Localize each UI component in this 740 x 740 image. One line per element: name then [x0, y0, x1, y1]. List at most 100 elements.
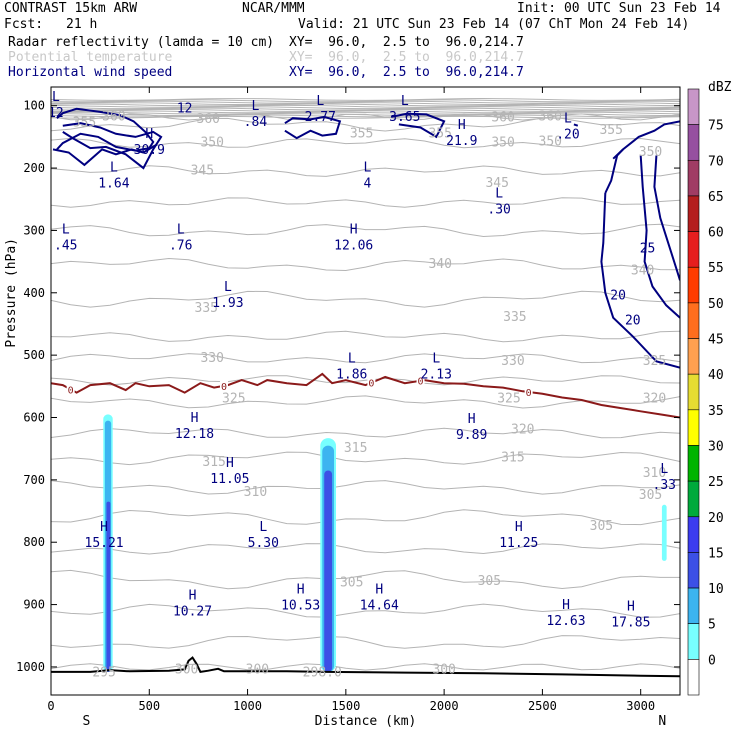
terrain-line: [51, 656, 680, 678]
theta-label: 305: [340, 575, 363, 590]
freezing-label-bg: [367, 377, 376, 388]
extremum-type: H: [562, 598, 570, 613]
extremum-type: H: [226, 456, 234, 471]
extremum-type: L: [177, 223, 185, 238]
wind-contour-label: 20: [625, 313, 641, 328]
wind-contour: [653, 155, 680, 281]
x-tick-label: 1500: [331, 699, 360, 713]
theta-contour: [51, 257, 680, 272]
theta-contour-upper: [51, 111, 680, 115]
reflectivity-cell-0dbz: [661, 504, 667, 561]
plot-frame: [50, 86, 681, 696]
freezing-level-label: 0: [368, 379, 374, 390]
extremum-value: 9.89: [456, 428, 487, 443]
x-tick-label: 500: [138, 699, 160, 713]
extremum-type: L: [564, 112, 572, 127]
theta-contour: [51, 451, 680, 466]
colorbar-label: 50: [708, 297, 724, 312]
terrain-surface: [51, 656, 680, 678]
theta-contour-upper: [51, 108, 680, 112]
theta-label: 320: [643, 391, 666, 406]
freezing-level: 0 0 0 0 0: [51, 372, 680, 419]
theta-contours: [51, 97, 680, 671]
colorbar-swatch: [687, 231, 700, 268]
colorbar-swatch: [687, 266, 700, 304]
extremum-value: .84: [244, 115, 268, 130]
extremum-value: .20: [556, 128, 579, 143]
x-axis-label: Distance (km): [315, 714, 417, 729]
theta-contour: [51, 117, 680, 132]
y-tick-label: 700: [23, 473, 45, 487]
extremum-type: L: [110, 160, 118, 175]
colorbar-swatch: [687, 516, 700, 553]
extremum-value: .76: [169, 239, 192, 254]
colorbar-swatch: [687, 124, 700, 161]
extremum-type: H: [515, 520, 523, 535]
theta-label: 320: [511, 422, 534, 437]
reflectivity-cell-10dbz: [106, 501, 111, 672]
theta-label: 325: [643, 354, 666, 369]
extremum-type: H: [145, 127, 153, 142]
extremum-value: 17.85: [611, 615, 650, 630]
theta-label: 330: [200, 351, 223, 366]
extremum-type: H: [627, 599, 635, 614]
extremum-type: L: [52, 90, 60, 105]
colorbar-label: 30: [708, 439, 724, 454]
reflectivity-cells: [103, 414, 667, 672]
theta-labels: 355 360 360 355 355 360 360 355 350 350 350 350 345 3…: [73, 109, 667, 680]
field-xy-reflectivity: XY= 96.0, 2.5 to 96.0,214.7: [289, 35, 524, 50]
theta-label: 340: [631, 263, 654, 278]
field-name-theta: Potential temperature: [8, 50, 173, 65]
theta-label: 345: [485, 176, 508, 191]
extremum-value: .45: [54, 239, 77, 254]
wind-contour: [56, 107, 155, 152]
extremum-type: H: [375, 582, 383, 597]
theta-label: 300: [175, 663, 198, 678]
theta-contour-upper: [51, 103, 680, 107]
extremum-value: 12.63: [546, 614, 585, 629]
colorbar-swatch: [687, 587, 700, 625]
theta-label: 360: [539, 109, 562, 124]
theta-label: 298.0: [303, 666, 342, 681]
theta-label: 315: [501, 451, 524, 466]
y-axis-label: Pressure (hPa): [4, 238, 19, 348]
init-time: Init: 00 UTC Sun 23 Feb 14: [517, 1, 721, 16]
theta-contour: [51, 353, 680, 364]
theta-label: 310: [643, 466, 666, 481]
colorbar-unit: dBZ: [708, 80, 732, 95]
extremum-value: .30: [487, 202, 510, 217]
extremum-type: L: [252, 99, 260, 114]
extremum-type: L: [401, 94, 409, 109]
extremum-type: L: [364, 160, 372, 175]
theta-contour: [51, 663, 680, 671]
theta-label: 360: [197, 112, 220, 127]
theta-label: 330: [501, 354, 524, 369]
theta-label: 305: [590, 519, 613, 534]
extremum-type: H: [350, 223, 358, 238]
wind-contour: [600, 192, 680, 369]
y-tick-label: 200: [23, 161, 45, 175]
y-tick-label: 800: [23, 535, 45, 549]
colorbar-swatch: [687, 480, 700, 518]
wind-contour: [573, 123, 579, 127]
colorbar-swatch: [687, 338, 700, 375]
freezing-label-bg: [524, 387, 533, 398]
extremum-type: L: [62, 223, 70, 238]
theta-label: 300: [246, 663, 269, 678]
extremum-type: H: [191, 411, 199, 426]
extremum-type: L: [224, 280, 232, 295]
theta-contour: [51, 427, 680, 439]
fcst-label: Fcst:: [4, 17, 44, 32]
colorbar-swatch: [687, 302, 700, 339]
extremum-value: 2.77: [305, 110, 336, 125]
y-tick-label: 900: [23, 598, 45, 612]
colorbar-label: 20: [708, 511, 724, 526]
freezing-level-label: 0: [68, 385, 74, 396]
fcst-value: 21 h: [66, 17, 98, 32]
theta-contour-upper: [51, 110, 680, 114]
colorbar-swatch: [687, 552, 700, 589]
center-name: NCAR/MMM: [242, 1, 305, 16]
theta-label: 305: [478, 574, 501, 589]
